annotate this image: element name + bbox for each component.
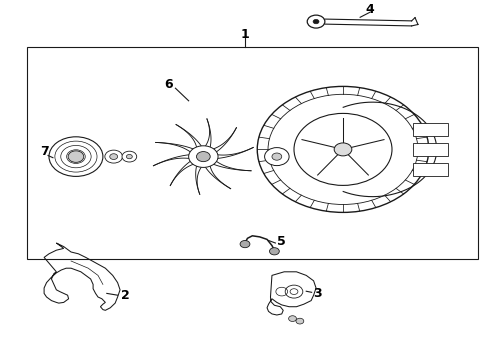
Circle shape [49, 137, 103, 176]
Circle shape [240, 240, 250, 248]
Circle shape [68, 151, 84, 162]
Circle shape [110, 154, 118, 159]
Bar [27, 47, 478, 259]
Text: 4: 4 [366, 3, 374, 15]
Circle shape [265, 148, 289, 166]
Bar [413, 123, 447, 136]
Text: 2: 2 [121, 289, 129, 302]
Text: 7: 7 [40, 145, 49, 158]
Circle shape [289, 316, 296, 321]
Circle shape [189, 146, 218, 167]
Bar [413, 143, 447, 156]
Circle shape [272, 153, 282, 160]
Bar [413, 163, 447, 176]
Circle shape [334, 143, 352, 156]
Circle shape [294, 113, 392, 185]
Text: 6: 6 [165, 78, 173, 91]
Circle shape [126, 154, 132, 159]
Circle shape [313, 19, 319, 24]
Text: 5: 5 [277, 235, 286, 248]
Circle shape [270, 248, 279, 255]
Text: 3: 3 [313, 287, 322, 300]
Circle shape [196, 152, 210, 162]
Text: 1: 1 [241, 28, 249, 41]
Circle shape [296, 318, 304, 324]
Circle shape [105, 150, 122, 163]
Circle shape [122, 151, 137, 162]
